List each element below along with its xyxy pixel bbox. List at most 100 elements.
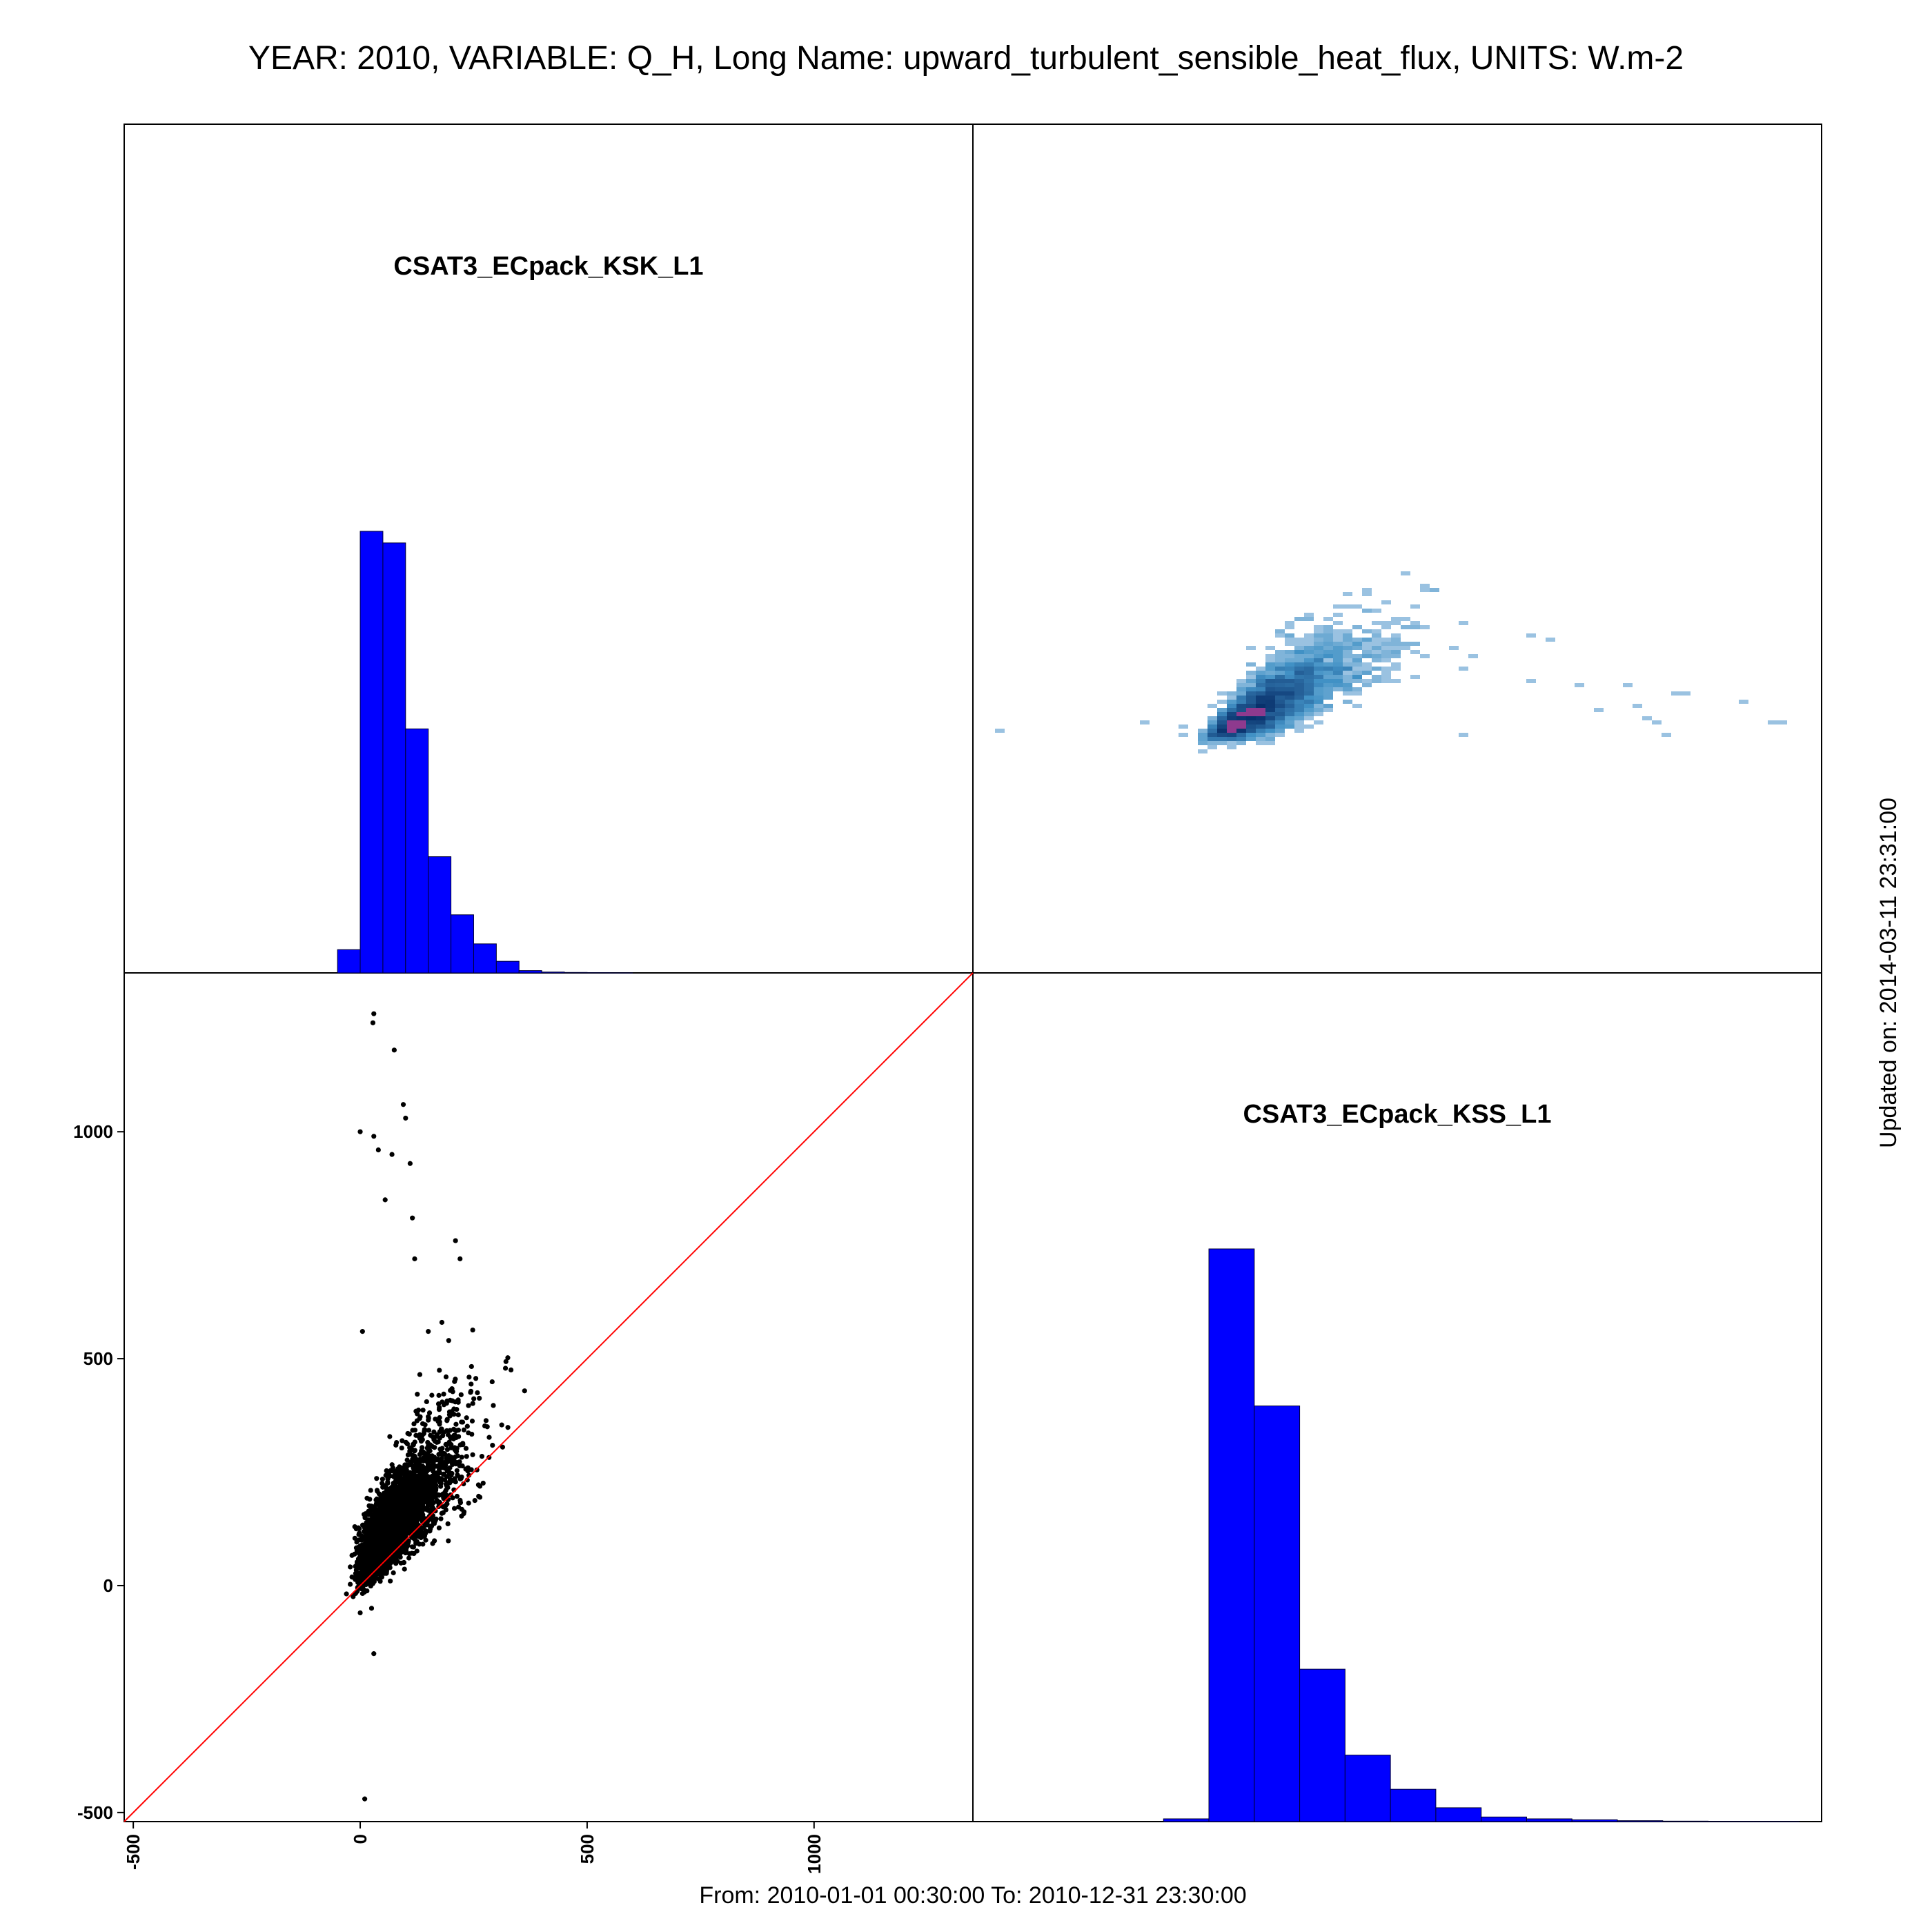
scatter-point (445, 1432, 451, 1438)
scatter-point (408, 1446, 413, 1451)
density-cell (1246, 704, 1256, 708)
density-cell (1198, 741, 1208, 745)
density-cell (1275, 650, 1285, 654)
x-tick-label: 500 (577, 1834, 598, 1864)
density-cell (1285, 712, 1294, 716)
scatter-point (377, 1579, 383, 1584)
scatter-point (414, 1418, 420, 1423)
scatter-point (386, 1530, 392, 1536)
density-cell (1323, 646, 1333, 650)
density-cell (1217, 716, 1227, 720)
density-cell (1391, 617, 1401, 621)
scatter-point (368, 1524, 374, 1530)
density-cell (1208, 724, 1217, 729)
density-cell (1352, 604, 1362, 609)
histogram-bar (451, 914, 474, 974)
density-cell (1285, 687, 1294, 691)
scatter-point (440, 1465, 446, 1470)
density-cell (1352, 658, 1362, 662)
density-cell (1323, 696, 1333, 700)
scatter-point (459, 1455, 464, 1460)
scatter-point (422, 1495, 427, 1500)
scatter-point (397, 1552, 402, 1557)
scatter-point (470, 1401, 475, 1406)
density-cell (1275, 658, 1285, 662)
density-cell (1265, 716, 1275, 720)
x-tick-label: 0 (350, 1834, 371, 1844)
density-cell (1227, 700, 1236, 704)
density-cell (1275, 687, 1285, 691)
density-cell (1236, 720, 1246, 724)
density-cell (1420, 588, 1430, 592)
density-cell (1275, 700, 1285, 704)
density-cell (1372, 621, 1381, 625)
scatter-point (425, 1507, 431, 1512)
density-cell (1285, 691, 1294, 696)
density-cell (1323, 638, 1333, 642)
density-cell (1333, 642, 1343, 646)
scatter-point (454, 1468, 460, 1473)
density-cell (1208, 737, 1217, 741)
scatter-point (437, 1479, 443, 1486)
scatter-point (378, 1573, 384, 1579)
scatter-point (441, 1430, 446, 1435)
scatter-point (437, 1414, 442, 1421)
scatter-point (491, 1403, 496, 1408)
density-cell (1246, 662, 1256, 667)
density-cell (1275, 662, 1285, 667)
scatter-point (368, 1606, 375, 1611)
scatter-point (503, 1359, 509, 1364)
scatter-point (367, 1497, 373, 1502)
scatter-point (393, 1483, 398, 1488)
y-tick-label: 0 (103, 1575, 113, 1596)
scatter-point (370, 1512, 375, 1518)
histogram-bottom-right (1163, 1248, 1800, 1822)
density-cell (1294, 675, 1304, 679)
scatter-point (366, 1538, 371, 1544)
scatter-point (486, 1435, 492, 1440)
density-cell (1333, 679, 1343, 683)
histogram-bar (428, 856, 452, 974)
histogram-bar (1526, 1818, 1573, 1822)
scatter-point (420, 1483, 425, 1490)
density-cell (1459, 621, 1468, 625)
scatter-point (442, 1472, 447, 1478)
histogram-bar (382, 542, 406, 974)
density-cell (1362, 667, 1372, 671)
density-cell (1314, 650, 1323, 654)
density-cell (1352, 646, 1362, 650)
density-cell (1265, 671, 1275, 675)
x-tick-label: 1000 (804, 1834, 825, 1874)
scatter-point (382, 1543, 388, 1548)
density-cell (1265, 687, 1275, 691)
scatter-point (387, 1546, 393, 1552)
scatter-point (411, 1441, 416, 1447)
density-cell (1265, 700, 1275, 704)
scatter-point (412, 1428, 418, 1433)
panel-title-kss: CSAT3_ECpack_KSS_L1 (1243, 1100, 1551, 1129)
scatter-point (403, 1115, 408, 1121)
density-cell (1285, 724, 1294, 729)
density-cell (1314, 712, 1323, 716)
density-cell (1246, 696, 1256, 700)
density-cell (1208, 733, 1217, 737)
density-cell (1391, 662, 1401, 667)
scatter-point (420, 1541, 426, 1547)
density-cell (1314, 704, 1323, 708)
density-cell (1323, 654, 1333, 658)
y-tick-label: -500 (77, 1802, 113, 1823)
density-cell (1275, 712, 1285, 716)
density-cell (1304, 675, 1314, 679)
density-cell (1275, 675, 1285, 679)
scatter-point (407, 1510, 413, 1517)
scatter-point (362, 1796, 368, 1802)
scatter-point (420, 1408, 426, 1413)
density-cell (1227, 696, 1236, 700)
scatter-point (417, 1372, 423, 1377)
scatter-point (426, 1329, 431, 1334)
density-cell (1275, 720, 1285, 724)
scatter-point (470, 1327, 475, 1333)
scatter-point (402, 1515, 408, 1520)
scatter-point (457, 1256, 463, 1261)
scatter-point (362, 1515, 368, 1521)
